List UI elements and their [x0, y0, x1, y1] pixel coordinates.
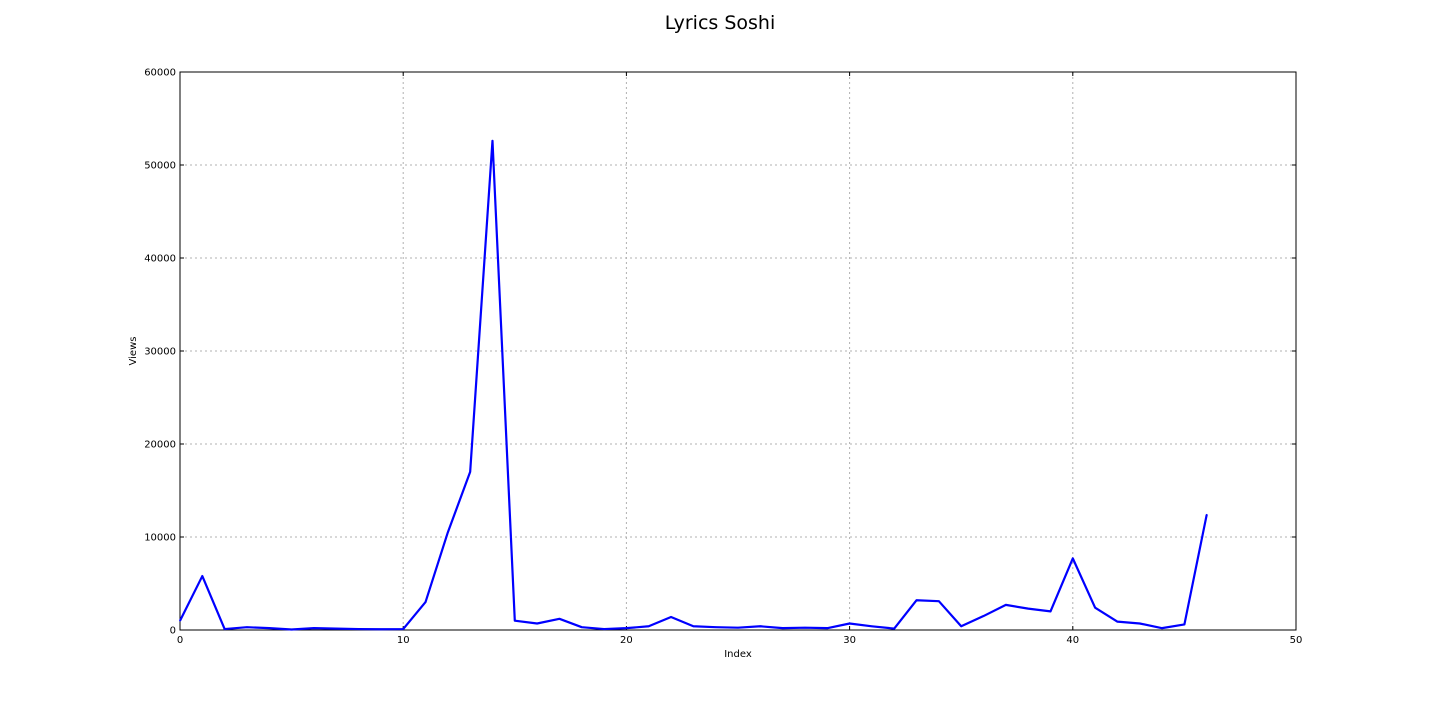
- grid-lines: [180, 72, 1296, 630]
- x-tick-label: 50: [1290, 635, 1303, 646]
- y-tick-label: 0: [170, 626, 176, 637]
- x-axis-label: Index: [724, 649, 752, 660]
- axis-ticks: 0 10 20 30 40 50 0 10000 20000 30000 40000 50000 600…: [144, 68, 1302, 647]
- data-point: [938, 600, 940, 602]
- y-tick-label: 40000: [144, 254, 176, 265]
- data-point: [447, 531, 449, 534]
- y-tick-label: 60000: [144, 68, 176, 79]
- x-tick-label: 20: [620, 635, 633, 646]
- data-point: [1072, 557, 1074, 560]
- data-point: [223, 628, 226, 630]
- data-point: [1005, 604, 1007, 606]
- data-point: [1183, 623, 1186, 626]
- data-point: [313, 627, 315, 629]
- data-point: [737, 626, 739, 629]
- chart-title: Lyrics Soshi: [665, 12, 775, 34]
- data-point: [380, 628, 382, 631]
- data-point: [848, 622, 851, 625]
- y-tick-label: 30000: [144, 347, 176, 358]
- x-tick-label: 0: [177, 635, 183, 646]
- data-point: [357, 628, 360, 630]
- y-tick-label: 10000: [144, 533, 176, 544]
- y-axis-label: Views: [128, 337, 139, 366]
- data-point: [536, 622, 538, 625]
- data-point: [290, 628, 293, 631]
- data-point: [759, 625, 762, 628]
- data-point: [1138, 622, 1141, 625]
- data-point: [960, 625, 962, 628]
- data-point: [826, 627, 829, 629]
- data-point: [424, 601, 427, 603]
- x-tick-label: 30: [843, 635, 856, 646]
- data-point: [469, 471, 471, 473]
- data-point: [915, 599, 918, 602]
- data-point: [201, 575, 204, 577]
- data-point: [714, 626, 717, 629]
- data-point: [179, 619, 181, 622]
- data-point: [804, 626, 806, 629]
- data-point: [670, 616, 672, 618]
- data-point: [603, 628, 605, 630]
- data-point: [268, 627, 271, 629]
- data-point: [692, 625, 695, 628]
- data-point: [982, 615, 985, 617]
- data-point: [1094, 606, 1096, 609]
- data-point: [246, 626, 248, 629]
- data-point: [1205, 513, 1208, 516]
- data-point: [1027, 607, 1029, 610]
- data-point: [871, 625, 873, 628]
- y-tick-label: 20000: [144, 440, 176, 451]
- data-point: [893, 627, 896, 630]
- data-point: [1049, 610, 1052, 613]
- data-point: [402, 628, 405, 630]
- data-point: [514, 619, 516, 622]
- data-point: [1116, 620, 1119, 623]
- data-point: [491, 140, 494, 142]
- data-point: [647, 625, 650, 628]
- series-layer: [179, 139, 1208, 631]
- x-tick-label: 40: [1066, 635, 1079, 646]
- data-point: [781, 627, 784, 629]
- data-point: [335, 627, 338, 630]
- y-tick-label: 50000: [144, 161, 176, 172]
- data-point: [558, 618, 561, 620]
- x-tick-label: 10: [397, 635, 410, 646]
- data-point: [580, 626, 583, 629]
- data-point: [625, 627, 628, 629]
- data-point: [1161, 627, 1163, 629]
